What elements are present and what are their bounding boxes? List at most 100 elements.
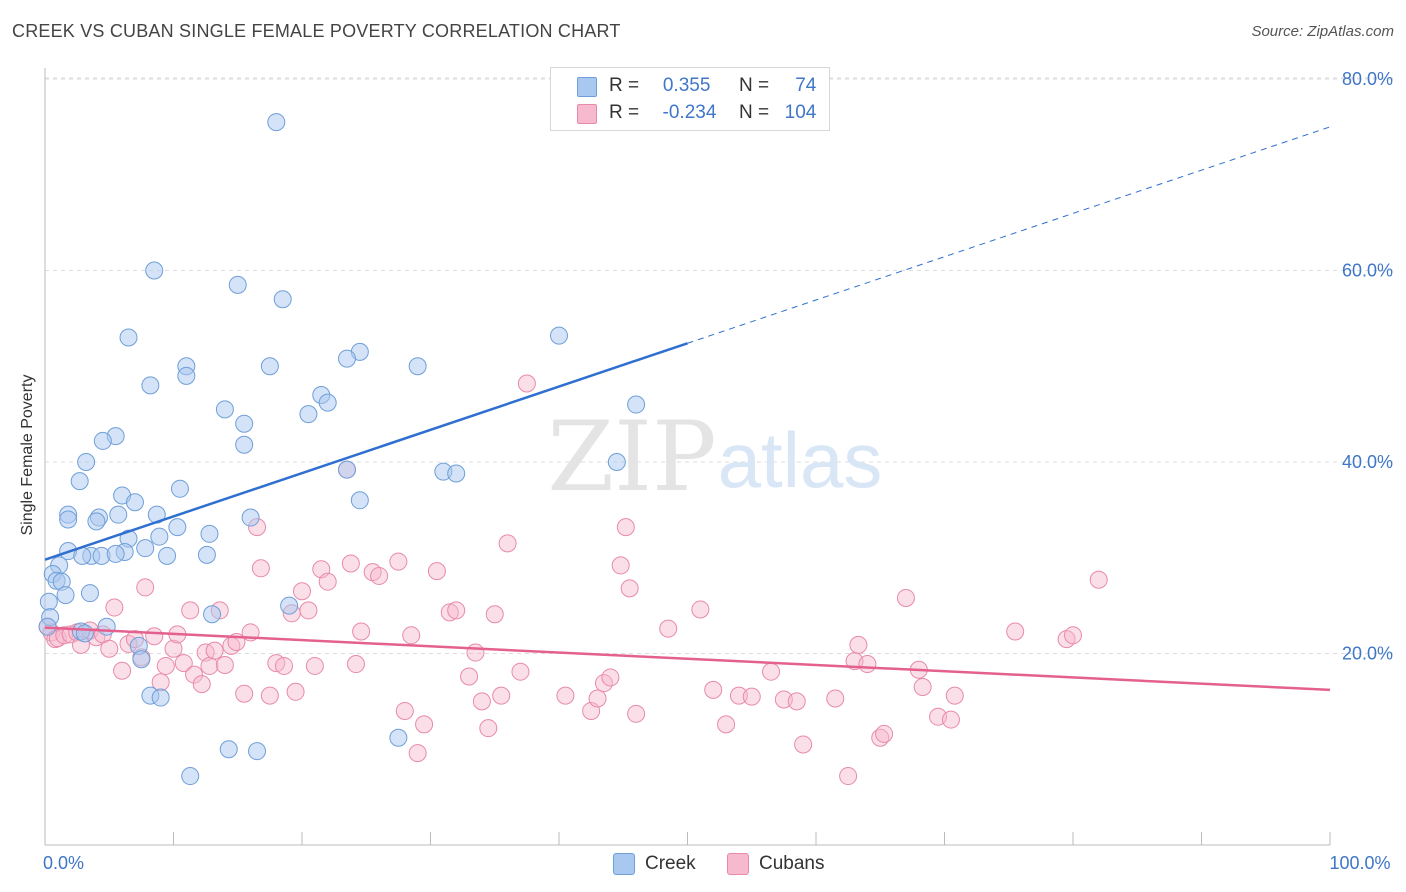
cubans-point [492,686,511,705]
x-tick-label: 0.0% [43,853,84,873]
cubans-point [511,662,530,681]
creek-point [132,650,151,669]
cubans-point [260,686,279,705]
cubans-point [794,735,813,754]
creek-point [141,376,160,395]
creek-point [93,431,112,450]
creek-points [38,113,646,786]
creek-point [607,453,626,471]
creek-point [627,395,646,414]
creek-point [337,349,356,368]
creek-point [168,518,187,537]
cubans-point [466,643,485,662]
cubans-point [192,675,211,694]
creek-r-value: 0.355 [662,75,711,96]
cubans-point [145,627,164,646]
cubans-point [611,556,630,575]
creek-point [299,405,318,424]
cubans-n-value: 104 [784,102,817,123]
creek-point [197,545,216,564]
cubans-point [601,668,620,687]
cubans-point [113,661,132,680]
creek-point [241,508,260,527]
cubans-point [427,562,446,581]
cubans-point [185,665,204,684]
creek-point [170,479,189,498]
cubans-point [620,579,639,598]
cubans-point [181,601,200,620]
creek-point [203,605,222,624]
creek-point [235,414,254,433]
creek-legend-swatch [577,77,597,97]
watermark-zip: ZIP [547,401,716,513]
cubans-point [105,598,124,617]
cubans-point [370,566,389,585]
axes [44,68,1331,846]
cubans-point [717,715,736,734]
cubans-point [941,710,960,729]
creek-point [267,113,286,132]
series-legend: Creek Cubans [0,851,1406,877]
cubans-point [858,655,877,674]
creek-point [550,326,568,345]
chart-title: CREEK VS CUBAN SINGLE FEMALE POVERTY COR… [12,21,621,41]
creek-point [260,357,279,376]
cubans-point [479,719,498,738]
y-tick-label: 40.0% [1342,452,1393,472]
creek-point [447,464,466,483]
y-tick-label: 60.0% [1342,261,1393,281]
creek-point [200,524,219,543]
cubans-point [1089,570,1108,589]
creek-series-swatch [613,853,635,875]
cubans-legend-row: R = -0.234 N = 104 [609,100,816,126]
y-tick-labels: 20.0% 40.0% 60.0% 80.0% [1342,69,1393,664]
cubans-point [346,655,365,674]
cubans-point [293,582,311,601]
cubans-point [305,656,324,675]
creek-point [77,453,96,471]
cubans-point [415,715,434,734]
cubans-point [691,600,710,619]
creek-point [389,728,408,747]
cubans-point [517,374,536,393]
creek-point [337,460,356,479]
cubans-point [205,641,224,660]
cubans-trend-line [44,626,1331,692]
cubans-point [913,678,932,697]
creek-point [219,740,238,759]
cubans-point [395,701,414,720]
creek-legend-row: R = 0.355 N = 74 [609,73,816,99]
cubans-point [498,534,517,553]
cubans-n-label: N = [738,102,770,123]
watermark: ZIP atlas [547,401,882,513]
cubans-point [447,601,466,620]
cubans-point [762,662,781,681]
watermark-atlas: atlas [718,416,883,504]
cubans-series-label: Cubans [759,853,825,874]
creek-point [119,328,138,347]
cubans-point [215,655,234,674]
cubans-point [659,619,678,638]
creek-point [177,366,196,385]
trend-lines [44,126,1331,692]
creek-point [97,617,116,636]
cubans-point [196,643,215,662]
cubans-point [100,639,119,658]
creek-point [125,493,144,512]
creek-series-label: Creek [645,853,696,874]
gridlines [45,77,1393,654]
cubans-point [341,554,360,573]
cubans-point [251,559,270,578]
cubans-point [286,682,305,701]
cubans-point [408,744,427,763]
creek-n-label: N = [738,75,770,96]
cubans-point [164,639,183,658]
creek-point [215,400,234,419]
cubans-point [945,686,964,705]
cubans-point [485,605,504,624]
cubans-legend-swatch [577,104,597,124]
cubans-point [826,689,845,708]
creek-point [70,472,89,491]
